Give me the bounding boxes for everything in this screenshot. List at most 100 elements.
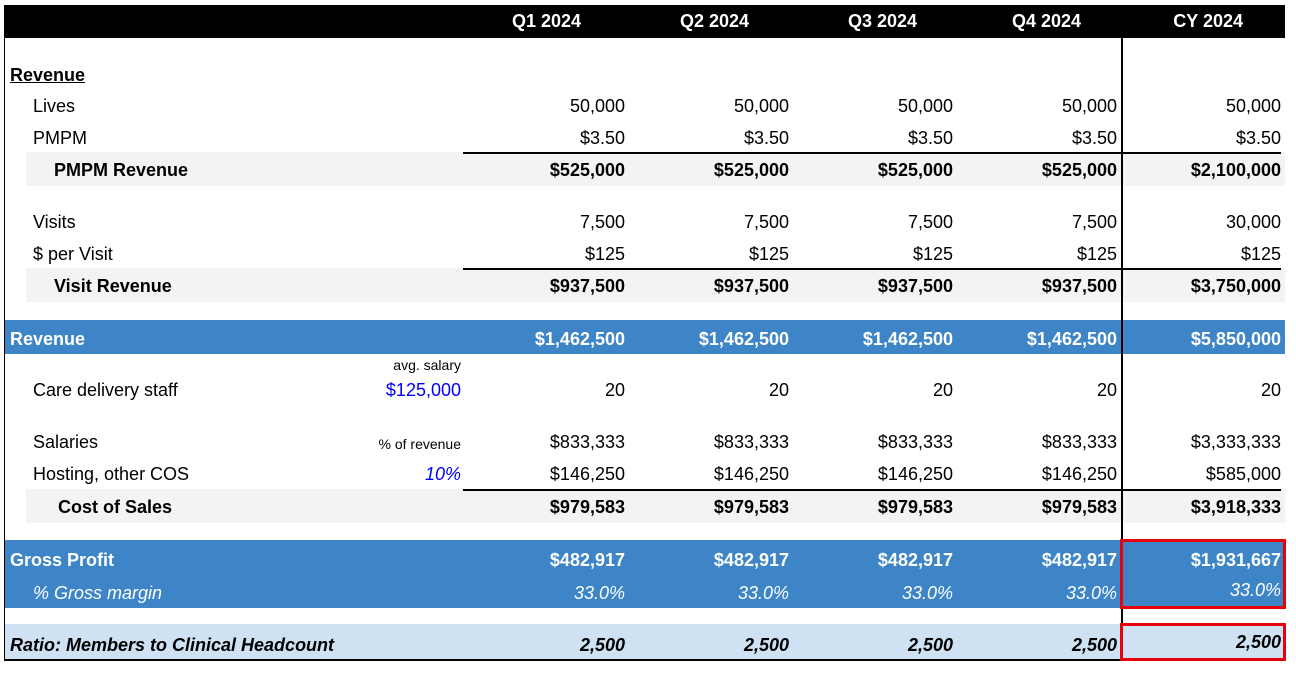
gross-margin-q3[interactable]: 33.0% — [901, 583, 953, 603]
salaries-label[interactable]: Salaries — [33, 432, 99, 452]
visits-q4[interactable]: 7,500 — [1071, 212, 1117, 232]
visit-revenue-row: Visit Revenue $937,500 $937,500 $937,500… — [26, 268, 1285, 302]
gross-margin-q1[interactable]: 33.0% — [573, 583, 625, 603]
visits-q1[interactable]: 7,500 — [579, 212, 625, 232]
visit-revenue-q1[interactable]: $937,500 — [549, 276, 625, 296]
gross-margin-label[interactable]: % Gross margin — [33, 583, 163, 603]
pmpm-revenue-q2[interactable]: $525,000 — [713, 160, 789, 180]
visits-cy[interactable]: 30,000 — [1225, 212, 1281, 232]
visit-revenue-q2[interactable]: $937,500 — [713, 276, 789, 296]
header-q2[interactable]: Q2 2024 — [679, 11, 749, 31]
visit-revenue-q3[interactable]: $937,500 — [877, 276, 953, 296]
pmpm-revenue-q4[interactable]: $525,000 — [1041, 160, 1117, 180]
ratio-label[interactable]: Ratio: Members to Clinical Headcount — [10, 635, 335, 655]
visits-q2[interactable]: 7,500 — [743, 212, 789, 232]
care-staff-q3[interactable]: 20 — [932, 380, 953, 400]
salaries-q1[interactable]: $833,333 — [549, 432, 625, 452]
hosting-q3[interactable]: $146,250 — [877, 464, 953, 484]
pmpm-cy[interactable]: $3.50 — [1235, 128, 1281, 148]
gross-margin-cy[interactable]: 33.0% — [1229, 580, 1281, 600]
visit-revenue-cy[interactable]: $3,750,000 — [1190, 276, 1281, 296]
ratio-cy[interactable]: 2,500 — [1235, 632, 1281, 652]
header-q4[interactable]: Q4 2024 — [1011, 11, 1081, 31]
revenue-heading[interactable]: Revenue — [10, 65, 86, 85]
care-staff-q2[interactable]: 20 — [768, 380, 789, 400]
pmpm-q4[interactable]: $3.50 — [1071, 128, 1117, 148]
per-visit-q1[interactable]: $125 — [584, 244, 625, 264]
visit-revenue-q4[interactable]: $937,500 — [1041, 276, 1117, 296]
pmpm-label[interactable]: PMPM — [33, 128, 87, 148]
salaries-q4[interactable]: $833,333 — [1041, 432, 1117, 452]
revenue-total-q3[interactable]: $1,462,500 — [862, 329, 953, 349]
ratio-q3[interactable]: 2,500 — [907, 635, 953, 655]
column-header-row: Q1 2024 Q2 2024 Q3 2024 Q4 2024 CY 2024 — [4, 5, 1285, 38]
cost-of-sales-row: Cost of Sales $979,583 $979,583 $979,583… — [26, 489, 1285, 523]
hosting-q2[interactable]: $146,250 — [713, 464, 789, 484]
gross-profit-band: Gross Profit $482,917 $482,917 $482,917 … — [4, 540, 1285, 608]
ratio-q2[interactable]: 2,500 — [743, 635, 789, 655]
gross-profit-q2[interactable]: $482,917 — [713, 550, 789, 570]
care-staff-q4[interactable]: 20 — [1096, 380, 1117, 400]
pmpm-q1[interactable]: $3.50 — [579, 128, 625, 148]
lives-q4[interactable]: 50,000 — [1061, 96, 1117, 116]
pmpm-q3[interactable]: $3.50 — [907, 128, 953, 148]
cost-of-sales-q4[interactable]: $979,583 — [1041, 497, 1117, 517]
revenue-total-label[interactable]: Revenue — [10, 329, 86, 349]
cost-of-sales-q3[interactable]: $979,583 — [877, 497, 953, 517]
revenue-total-q2[interactable]: $1,462,500 — [698, 329, 789, 349]
visits-label[interactable]: Visits — [33, 212, 76, 232]
ratio-row: Ratio: Members to Clinical Headcount 2,5… — [4, 624, 1285, 660]
gross-profit-label[interactable]: Gross Profit — [10, 550, 115, 570]
care-staff-label[interactable]: Care delivery staff — [33, 380, 178, 400]
header-q3[interactable]: Q3 2024 — [847, 11, 917, 31]
lives-cy[interactable]: 50,000 — [1225, 96, 1281, 116]
cy-gross-profit-highlight — [1120, 539, 1286, 609]
visit-revenue-label[interactable]: Visit Revenue — [54, 276, 172, 296]
lives-q3[interactable]: 50,000 — [897, 96, 953, 116]
revenue-heading-row: Revenue — [4, 65, 1285, 89]
salaries-q3[interactable]: $833,333 — [877, 432, 953, 452]
visits-q3[interactable]: 7,500 — [907, 212, 953, 232]
salaries-cy[interactable]: $3,333,333 — [1190, 432, 1281, 452]
revenue-total-q1[interactable]: $1,462,500 — [534, 329, 625, 349]
gross-margin-q2[interactable]: 33.0% — [737, 583, 789, 603]
gross-margin-q4[interactable]: 33.0% — [1065, 583, 1117, 603]
header-q1[interactable]: Q1 2024 — [511, 11, 581, 31]
gross-profit-q4[interactable]: $482,917 — [1041, 550, 1117, 570]
gross-profit-q1[interactable]: $482,917 — [549, 550, 625, 570]
hosting-q1[interactable]: $146,250 — [549, 464, 625, 484]
per-visit-q3[interactable]: $125 — [912, 244, 953, 264]
pmpm-revenue-q1[interactable]: $525,000 — [549, 160, 625, 180]
hosting-cy[interactable]: $585,000 — [1205, 464, 1281, 484]
per-visit-q4[interactable]: $125 — [1076, 244, 1117, 264]
pmpm-revenue-cy[interactable]: $2,100,000 — [1190, 160, 1281, 180]
hosting-label[interactable]: Hosting, other COS — [33, 464, 190, 484]
care-staff-cy[interactable]: 20 — [1260, 380, 1281, 400]
lives-row: Lives 50,000 50,000 50,000 50,000 50,000 — [4, 96, 1285, 126]
hosting-q4[interactable]: $146,250 — [1041, 464, 1117, 484]
gross-profit-q3[interactable]: $482,917 — [877, 550, 953, 570]
care-staff-q1[interactable]: 20 — [604, 380, 625, 400]
ratio-q4[interactable]: 2,500 — [1071, 635, 1117, 655]
ratio-q1[interactable]: 2,500 — [579, 635, 625, 655]
pmpm-revenue-q3[interactable]: $525,000 — [877, 160, 953, 180]
avg-salary-input[interactable]: $125,000 — [385, 380, 461, 400]
lives-label[interactable]: Lives — [33, 96, 76, 116]
cost-of-sales-q1[interactable]: $979,583 — [549, 497, 625, 517]
per-visit-q2[interactable]: $125 — [748, 244, 789, 264]
cost-of-sales-cy[interactable]: $3,918,333 — [1190, 497, 1281, 517]
revenue-total-cy[interactable]: $5,850,000 — [1190, 329, 1281, 349]
pmpm-revenue-label[interactable]: PMPM Revenue — [54, 160, 189, 180]
salaries-q2[interactable]: $833,333 — [713, 432, 789, 452]
lives-q1[interactable]: 50,000 — [569, 96, 625, 116]
per-visit-label[interactable]: $ per Visit — [33, 244, 113, 264]
revenue-total-q4[interactable]: $1,462,500 — [1026, 329, 1117, 349]
cost-of-sales-q2[interactable]: $979,583 — [713, 497, 789, 517]
gross-profit-cy[interactable]: $1,931,667 — [1190, 550, 1281, 570]
hosting-pct-input[interactable]: 10% — [424, 464, 461, 484]
lives-q2[interactable]: 50,000 — [733, 96, 789, 116]
per-visit-cy[interactable]: $125 — [1240, 244, 1281, 264]
header-cy[interactable]: CY 2024 — [1173, 11, 1243, 31]
cost-of-sales-label[interactable]: Cost of Sales — [58, 497, 173, 517]
pmpm-q2[interactable]: $3.50 — [743, 128, 789, 148]
